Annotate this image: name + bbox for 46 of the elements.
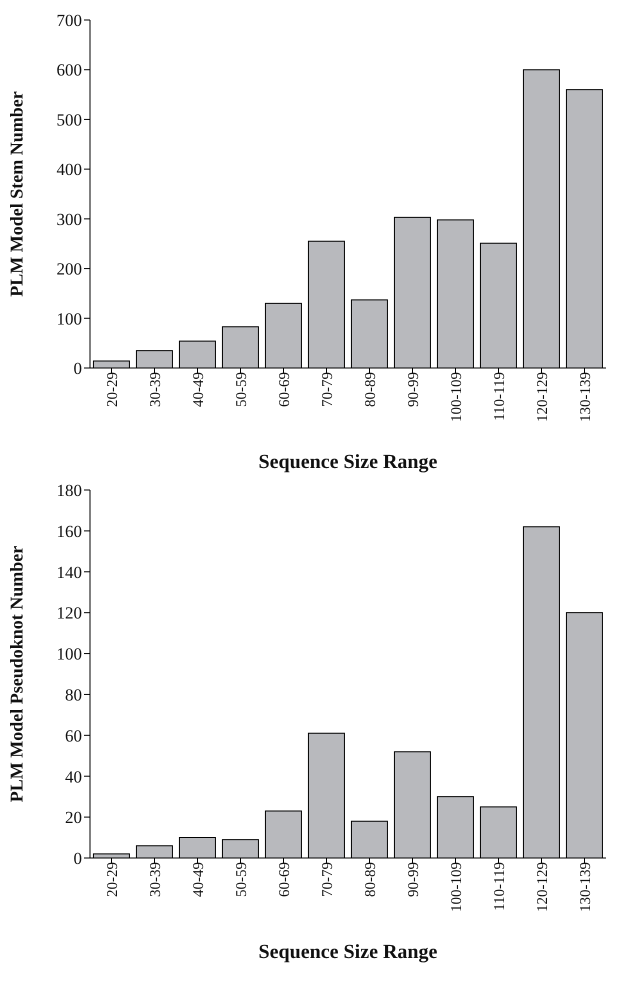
y-tick-label: 180 xyxy=(56,481,82,500)
x-tick-label: 30-39 xyxy=(148,372,164,407)
y-tick-label: 0 xyxy=(74,849,82,868)
x-tick-label: 60-69 xyxy=(277,862,294,897)
y-tick-label: 100 xyxy=(56,309,82,328)
y-tick-label: 300 xyxy=(56,210,82,229)
y-tick-label: 400 xyxy=(56,160,82,180)
x-tick-label: 100-109 xyxy=(449,862,466,912)
y-tick-label: 140 xyxy=(56,562,82,582)
x-tick-label: 90-99 xyxy=(406,372,422,407)
y-tick-label: 600 xyxy=(56,60,82,80)
x-tick-label: 50-59 xyxy=(234,862,250,897)
y-tick-label: 160 xyxy=(56,522,82,541)
x-tick-label: 110-119 xyxy=(492,862,508,911)
y-tick-label: 200 xyxy=(56,260,82,279)
y-tick-label: 100 xyxy=(56,644,82,664)
y-tick-label: 500 xyxy=(56,110,82,130)
x-tick-label: 20-29 xyxy=(105,372,122,407)
x-tick-label: 50-59 xyxy=(234,372,250,407)
y-tick-label: 700 xyxy=(56,11,82,30)
x-tick-label: 130-139 xyxy=(578,862,594,912)
y-tick-label: 60 xyxy=(65,726,82,746)
x-tick-label: 80-89 xyxy=(363,862,380,897)
x-tick-label: 70-79 xyxy=(320,862,336,897)
y-axis-title: PLM Model Pseudoknot Number xyxy=(6,546,26,802)
x-tick-label: 80-89 xyxy=(363,372,380,407)
x-tick-label: 120-129 xyxy=(535,372,552,422)
y-tick-label: 0 xyxy=(74,359,82,378)
x-tick-label: 110-119 xyxy=(492,372,508,421)
y-tick-label: 20 xyxy=(65,808,82,828)
y-tick-label: 120 xyxy=(56,604,82,623)
x-tick-label: 70-79 xyxy=(320,372,336,407)
x-tick-label: 100-109 xyxy=(449,372,466,422)
x-axis-title: Sequence Size Range xyxy=(258,451,438,473)
y-tick-label: 40 xyxy=(65,767,82,786)
y-axis-title: PLM Model Stem Number xyxy=(6,91,26,297)
x-tick-label: 120-129 xyxy=(535,862,552,912)
x-tick-label: 60-69 xyxy=(277,372,294,407)
x-tick-label: 90-99 xyxy=(406,862,422,897)
x-tick-label: 40-49 xyxy=(191,372,208,407)
y-tick-label: 80 xyxy=(65,685,82,704)
x-tick-label: 20-29 xyxy=(105,862,122,897)
x-axis-title: Sequence Size Range xyxy=(258,941,438,963)
x-tick-label: 40-49 xyxy=(191,862,208,897)
x-tick-label: 130-139 xyxy=(578,372,594,422)
x-tick-label: 30-39 xyxy=(148,862,164,897)
